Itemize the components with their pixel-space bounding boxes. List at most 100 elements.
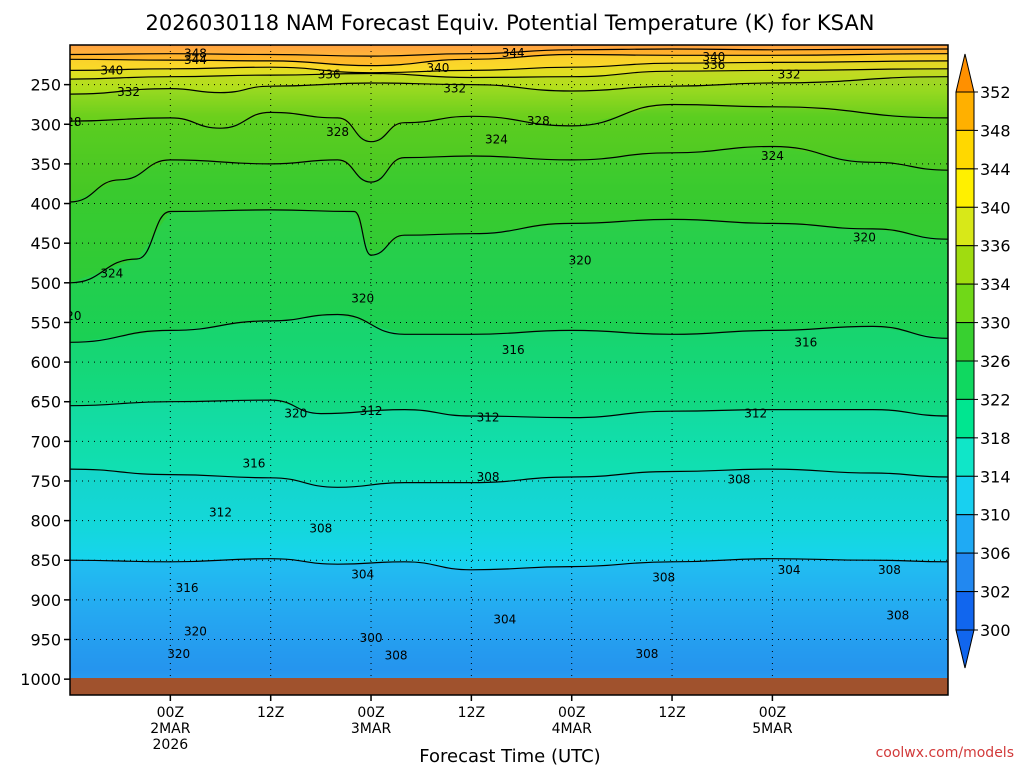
- contour-320: [70, 209, 948, 284]
- y-tick-label: 300: [30, 115, 61, 134]
- x-tick-label: 00Z: [558, 705, 585, 721]
- plot-frame: [69, 44, 949, 696]
- contour-label-text: 308: [309, 522, 332, 536]
- contour-label: 324: [761, 149, 784, 163]
- band-312: [70, 400, 948, 488]
- colorbar-label: 348: [980, 121, 1011, 140]
- colorbar-label: 300: [980, 621, 1011, 640]
- contour-label-text: 324: [761, 149, 784, 163]
- contour-label: 320: [853, 231, 876, 245]
- chart-title: 2026030118 NAM Forecast Equiv. Potential…: [146, 11, 875, 35]
- contour-316: [70, 313, 948, 343]
- band-316: [70, 314, 948, 418]
- contour-label-text: 312: [209, 506, 232, 520]
- colorbar-top-arrow: [955, 53, 975, 93]
- colorbar-swatch: [955, 591, 975, 631]
- y-tick-label: 950: [30, 631, 61, 650]
- contour-label: 320: [184, 625, 207, 639]
- contour-label: 308: [636, 647, 659, 661]
- y-tick-label: 600: [30, 353, 61, 372]
- band-328: [70, 104, 948, 202]
- contour-label-text: 300: [360, 631, 383, 645]
- colorbar-swatch: [955, 398, 975, 439]
- contour-label: 308: [477, 470, 500, 484]
- colorbar-label: 352: [980, 83, 1011, 102]
- contour-label-text: 312: [360, 404, 383, 418]
- contour-label-text: 304: [351, 568, 374, 582]
- contour-label-text: 304: [493, 613, 516, 627]
- contour-label: 308: [309, 522, 332, 536]
- x-tick-label: 2026: [153, 737, 189, 753]
- band-308: [70, 469, 948, 570]
- contour-label: 320: [284, 407, 307, 421]
- x-tick-label: 00Z: [157, 705, 184, 721]
- colorbar-label: 330: [980, 314, 1011, 333]
- contour-340: [70, 60, 948, 74]
- contour-312: [70, 399, 948, 419]
- contour-label-text: 320: [351, 292, 374, 306]
- contour-label-text: 340: [702, 50, 725, 64]
- contour-label-text: 312: [477, 411, 500, 425]
- contour-label-text: 308: [385, 648, 408, 662]
- contour-label: 312: [209, 506, 232, 520]
- contour-label: 312: [744, 407, 767, 421]
- x-tick-label: 12Z: [658, 705, 685, 721]
- x-tick-label: 3MAR: [351, 721, 392, 737]
- contour-label: 320: [351, 292, 374, 306]
- contour-label: 304: [778, 563, 801, 577]
- colorbar-label: 306: [980, 544, 1011, 563]
- contour-label-text: 320: [284, 407, 307, 421]
- contour-label: 332: [778, 67, 801, 81]
- band-304: [70, 558, 948, 695]
- y-tick-label: 800: [30, 512, 61, 531]
- colorbar-label: 340: [980, 198, 1011, 217]
- contour-label: 344: [502, 46, 525, 60]
- contour-label: 316: [794, 335, 817, 349]
- x-tick-label: 4MAR: [552, 721, 593, 737]
- x-tick-label: 00Z: [759, 705, 786, 721]
- colorbar-swatch: [955, 168, 975, 208]
- colorbar-swatch: [955, 245, 975, 285]
- x-tick-label: 12Z: [257, 705, 284, 721]
- colorbar-label: 310: [980, 506, 1011, 525]
- contour-label-text: 336: [702, 58, 725, 72]
- contour-label: 332: [117, 85, 140, 99]
- colorbar-swatch: [955, 360, 975, 400]
- contour-label: 336: [318, 67, 341, 81]
- contour-label: 324: [485, 132, 508, 146]
- x-tick-label: 5MAR: [752, 721, 793, 737]
- contour-label: 340: [100, 63, 123, 77]
- contour-label: 332: [443, 82, 466, 96]
- contour-label: 336: [702, 58, 725, 72]
- colorbar-label: 344: [980, 160, 1011, 179]
- contour-label-text: 324: [485, 132, 508, 146]
- x-tick-label: 12Z: [458, 705, 485, 721]
- x-tick-label: 2MAR: [150, 721, 191, 737]
- y-tick-label: 750: [30, 472, 61, 491]
- contour-label: 304: [493, 613, 516, 627]
- contour-label-text: 320: [569, 254, 592, 268]
- x-axis-label: Forecast Time (UTC): [419, 746, 600, 767]
- contour-label-text: 308: [886, 609, 909, 623]
- contour-label: 344: [184, 53, 207, 67]
- y-tick-label: 550: [30, 313, 61, 332]
- colorbar: 352 348 344 340 336 334 330 326 322 318 314 310 306 3…: [955, 53, 1011, 669]
- contour-label-text: 308: [477, 470, 500, 484]
- contour-label-text: 348: [184, 47, 207, 61]
- contour-label: 328: [326, 125, 349, 139]
- contour-308: [70, 468, 948, 488]
- colorbar-swatch: [955, 283, 975, 324]
- contour-label-text: 328: [527, 114, 550, 128]
- band-320: [70, 209, 948, 343]
- contour-label-text: 308: [636, 647, 659, 661]
- x-tick-label: 00Z: [357, 705, 384, 721]
- contour-label-text: 340: [426, 61, 449, 75]
- contour-label: 348: [184, 47, 207, 61]
- credit-text: coolwx.com/models: [876, 745, 1014, 761]
- colorbar-swatch: [955, 475, 975, 516]
- contour-label: 316: [502, 343, 525, 357]
- contour-label-text: 308: [652, 571, 675, 585]
